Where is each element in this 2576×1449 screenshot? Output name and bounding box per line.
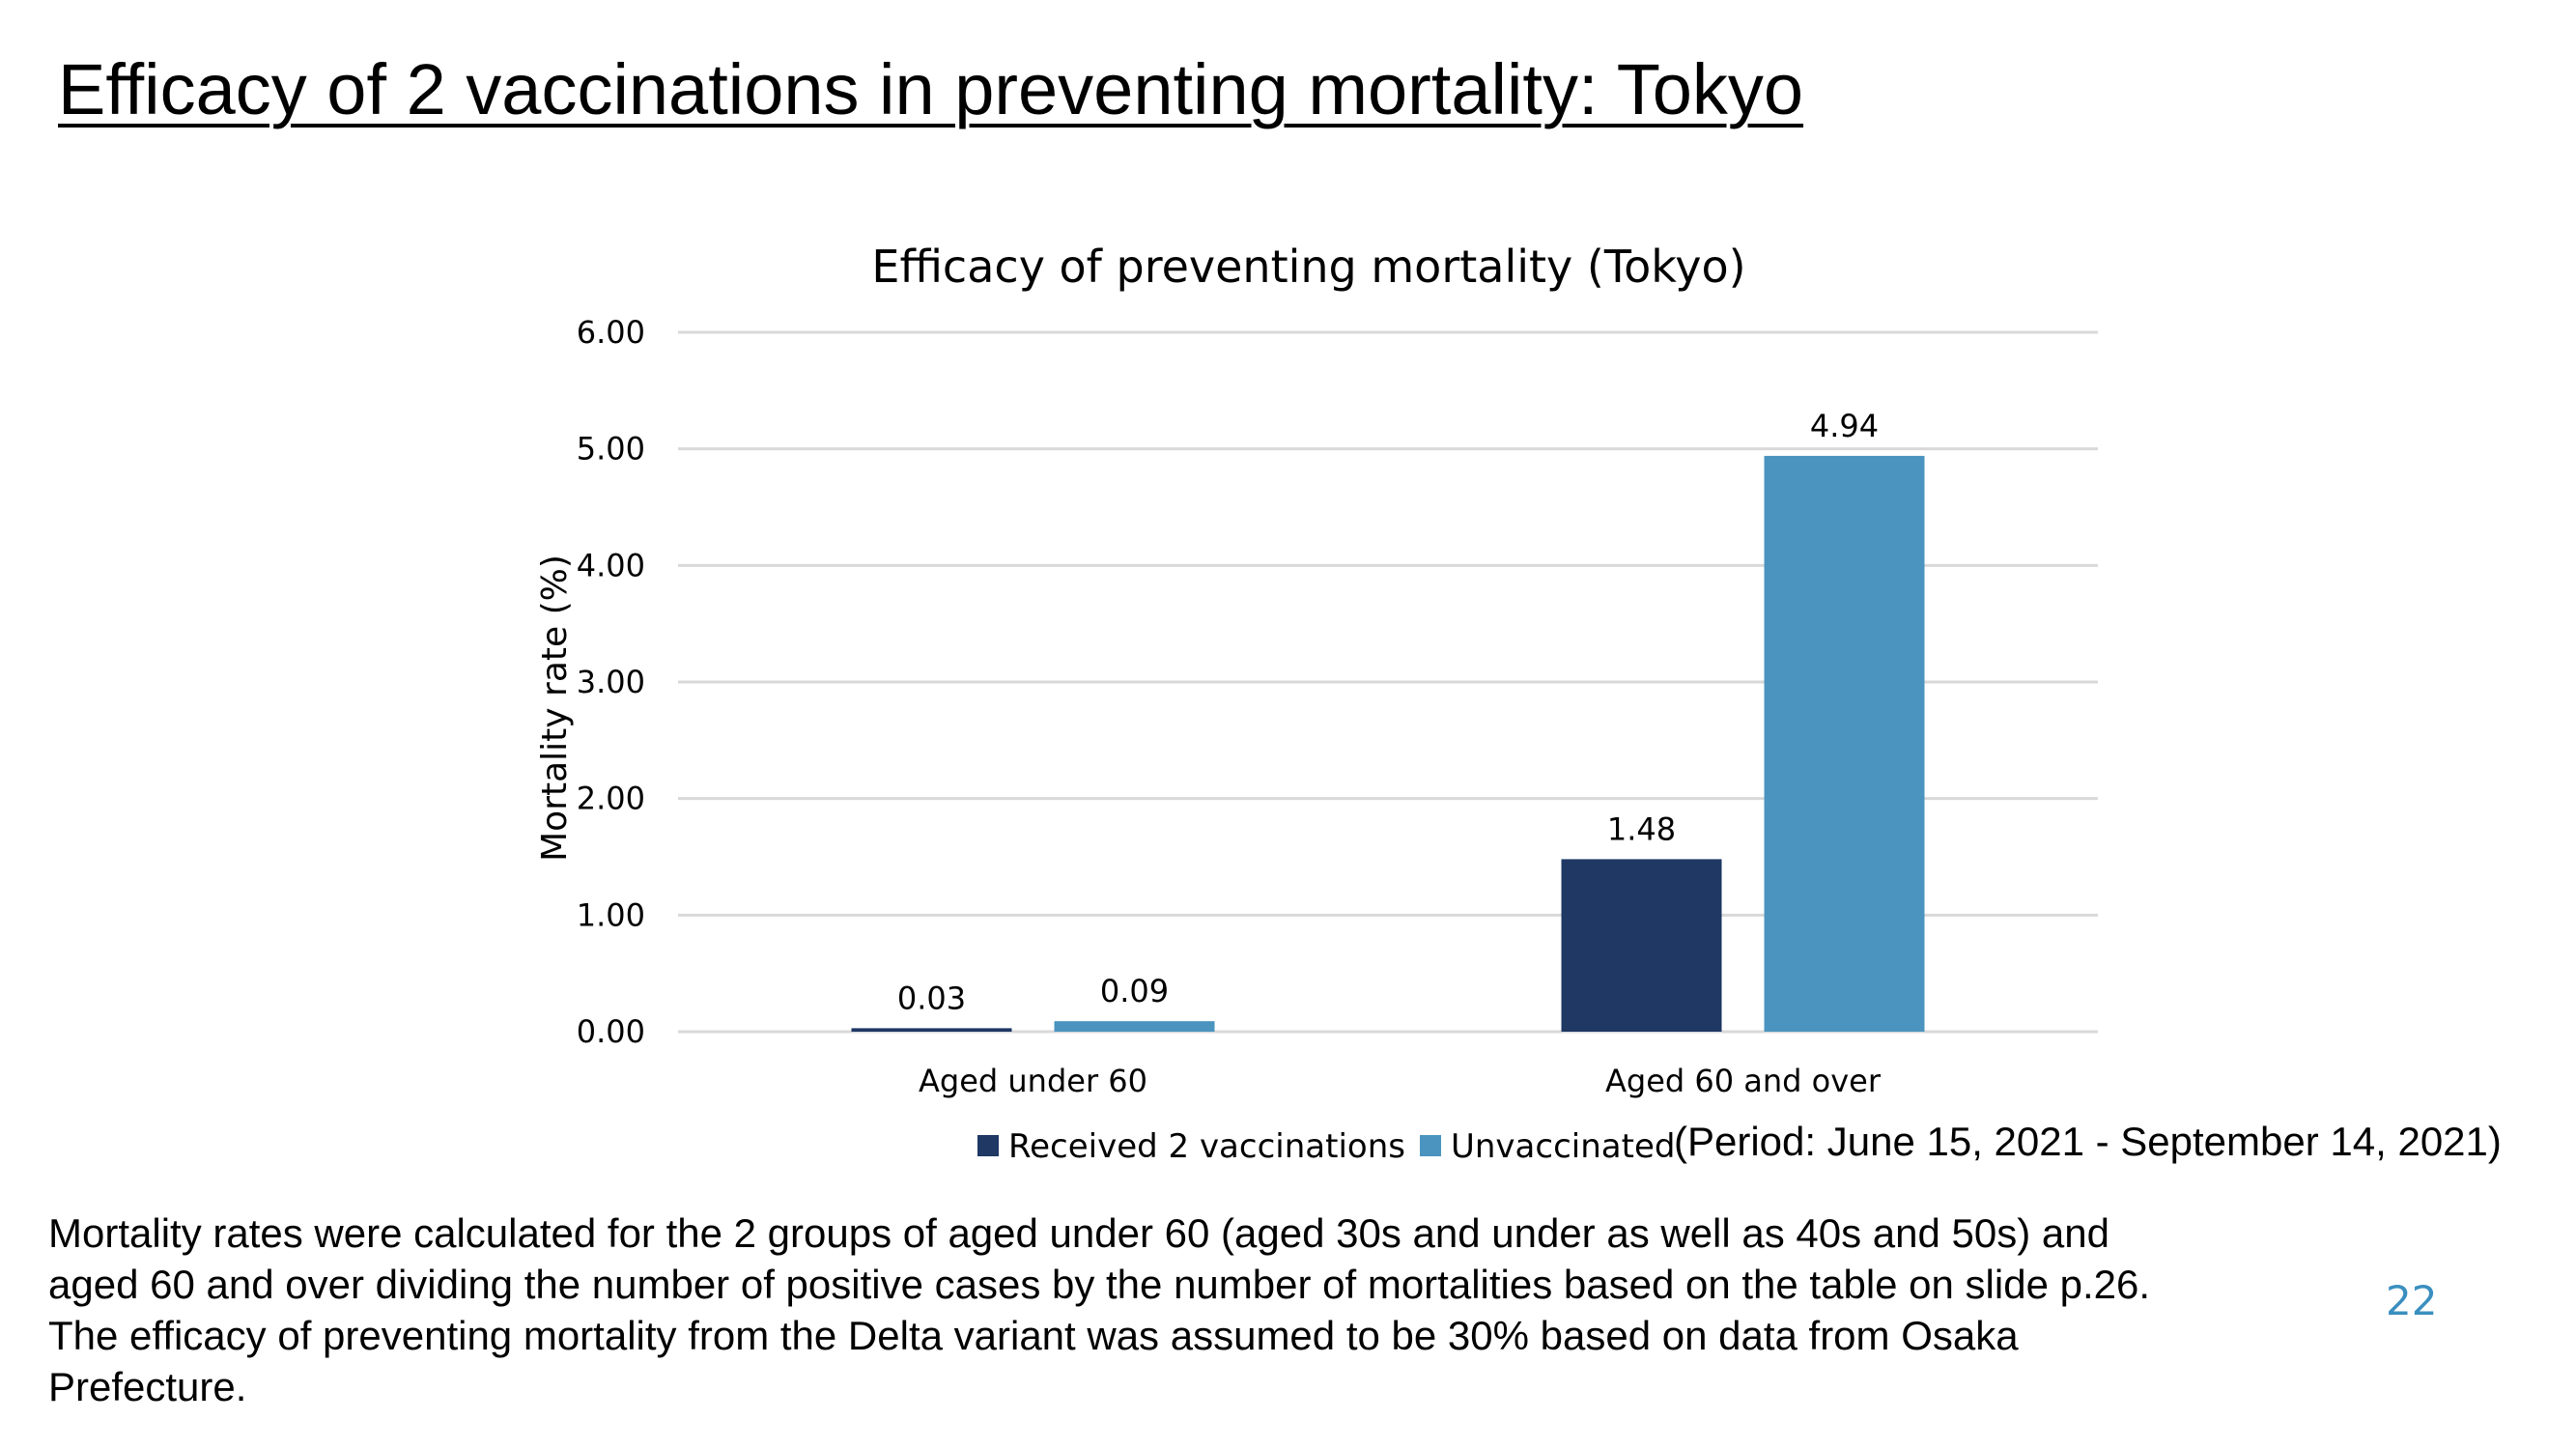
legend-label: Unvaccinated [1451, 1127, 1675, 1166]
y-tick-label: 3.00 [577, 664, 645, 700]
y-axis-title: Mortality rate (%) [535, 554, 575, 862]
y-tick-label: 0.00 [577, 1013, 645, 1050]
data-label: 0.09 [1100, 973, 1169, 1009]
footnote-line: Prefecture. [48, 1364, 247, 1409]
legend: Received 2 vaccinations Unvaccinated [977, 1127, 1675, 1166]
bars [851, 455, 1925, 1032]
legend-swatch [977, 1135, 999, 1156]
y-tick-label: 4.00 [577, 547, 645, 583]
footnote: Mortality rates were calculated for the … [48, 1208, 2299, 1412]
footnote-line: aged 60 and over dividing the number of … [48, 1262, 2151, 1307]
y-tick-label: 6.00 [577, 314, 645, 351]
legend-label: Received 2 vaccinations [1008, 1127, 1405, 1166]
data-label: 0.03 [897, 980, 966, 1016]
page-number: 22 [2386, 1277, 2438, 1324]
period-note: (Period: June 15, 2021 - September 14, 2… [1674, 1119, 2502, 1164]
slide-title: Efficacy of 2 vaccinations in preventing… [58, 49, 1804, 129]
footnote-line: The efficacy of preventing mortality fro… [48, 1313, 2019, 1358]
y-axis-ticks: 0.00 1.00 2.00 3.00 4.00 5.00 6.00 [577, 314, 645, 1050]
x-tick-label: Aged 60 and over [1605, 1063, 1882, 1099]
data-label: 1.48 [1607, 810, 1676, 847]
y-tick-label: 5.00 [577, 431, 645, 468]
legend-swatch [1420, 1135, 1441, 1156]
bar-unvaccinated [1054, 1021, 1215, 1032]
bar-received-2-vaccinations [851, 1028, 1012, 1032]
x-tick-label: Aged under 60 [919, 1063, 1147, 1099]
y-tick-label: 1.00 [577, 896, 645, 933]
data-label: 4.94 [1810, 408, 1879, 444]
data-labels: 0.03 1.48 0.09 4.94 [897, 408, 1879, 1016]
chart-title: Efficacy of preventing mortality (Tokyo) [871, 241, 1745, 293]
y-tick-label: 2.00 [577, 781, 645, 817]
footnote-line: Mortality rates were calculated for the … [48, 1210, 2109, 1256]
x-axis-ticks: Aged under 60 Aged 60 and over [919, 1063, 1882, 1099]
bar-unvaccinated [1764, 455, 1925, 1032]
bar-received-2-vaccinations [1561, 859, 1722, 1032]
